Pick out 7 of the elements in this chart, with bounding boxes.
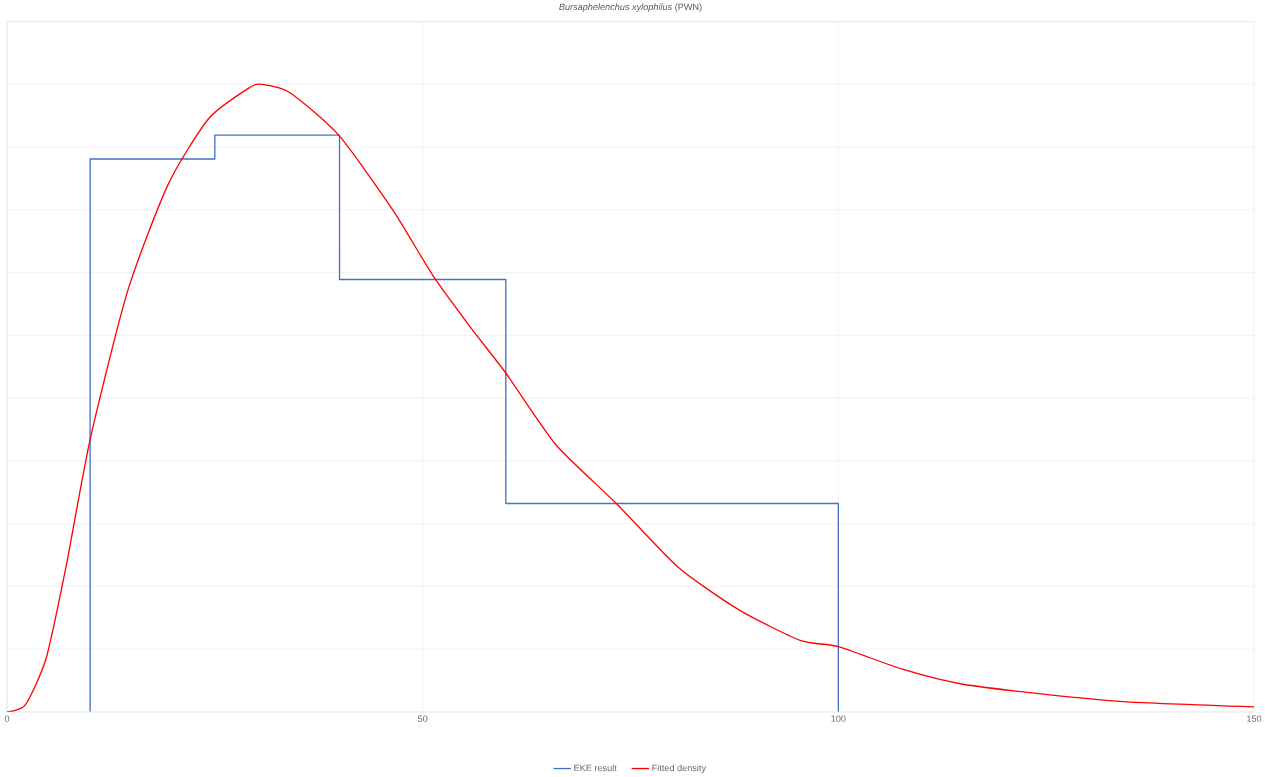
chart-title: Bursaphelenchus xylophilus (PWN) xyxy=(559,3,702,13)
x-tick-label: 150 xyxy=(1247,715,1262,723)
x-tick-label: 50 xyxy=(417,715,428,723)
x-tick-label: 100 xyxy=(831,715,846,723)
x-tick-label: 0 xyxy=(4,715,10,723)
legend-label: Fitted density xyxy=(652,764,707,774)
legend-label: EKE result xyxy=(574,764,617,772)
